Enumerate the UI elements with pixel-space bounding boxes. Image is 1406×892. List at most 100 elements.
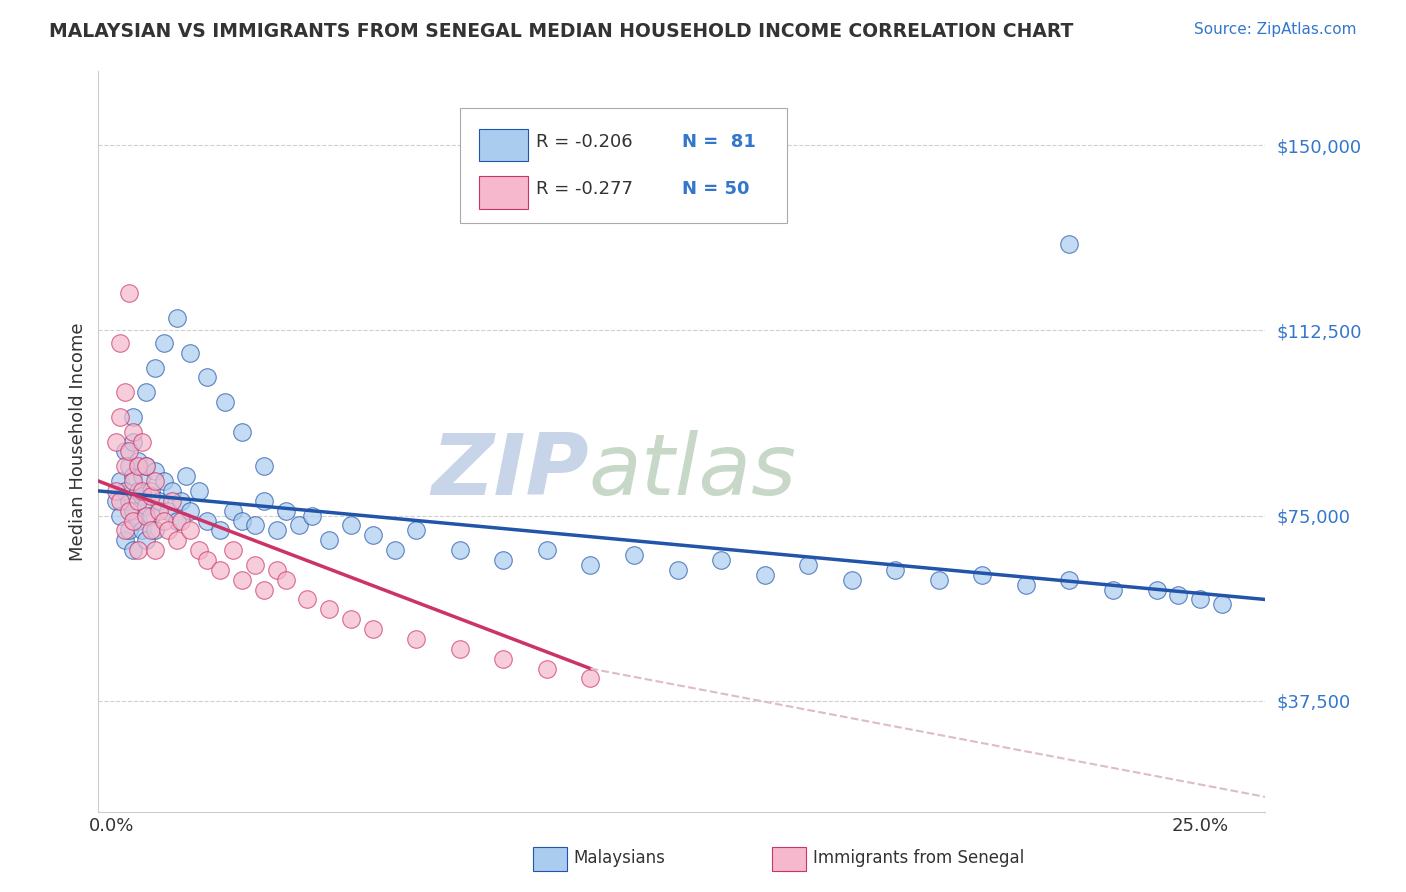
FancyBboxPatch shape [479,176,527,209]
Point [143,464,166,478]
Point [666,563,689,577]
Point [266,524,288,538]
Point [384,543,406,558]
Point [253,493,276,508]
Point [122,434,145,449]
Point [131,489,153,503]
Point [318,602,340,616]
Point [122,503,145,517]
Text: Malaysians: Malaysians [574,849,665,867]
Text: N = 50: N = 50 [682,180,749,198]
Y-axis label: Median Household Income: Median Household Income [69,322,87,561]
Point [127,483,149,498]
Point [108,508,131,523]
Point [297,592,319,607]
Point [266,563,288,577]
Point [187,543,209,558]
Point [166,514,188,528]
Point [170,493,193,508]
Point [222,543,245,558]
Point [222,503,245,517]
Point [361,622,384,636]
Point [166,311,188,326]
Point [122,474,145,488]
Point [152,335,174,350]
Point [274,573,297,587]
Point [122,409,145,424]
Point [841,573,863,587]
Point [162,493,184,508]
Point [108,493,131,508]
Point [1059,237,1081,252]
Point [274,503,297,517]
Point [174,469,197,483]
Point [340,518,363,533]
Point [139,524,162,538]
Point [122,543,145,558]
Point [127,454,149,468]
Point [139,508,162,523]
Text: Source: ZipAtlas.com: Source: ZipAtlas.com [1194,22,1357,37]
Point [114,533,136,548]
Point [118,503,141,517]
Point [131,469,153,483]
Point [135,385,157,400]
Point [143,543,166,558]
Point [118,493,141,508]
Point [114,444,136,458]
Point [131,483,153,498]
Point [1211,598,1233,612]
Point [131,524,153,538]
Point [579,558,602,572]
Point [243,518,266,533]
Point [928,573,950,587]
Point [710,553,733,567]
Point [104,483,127,498]
Point [118,459,141,474]
Point [231,573,253,587]
Text: R = -0.277: R = -0.277 [536,180,633,198]
Point [114,483,136,498]
Point [143,524,166,538]
Point [108,409,131,424]
Point [122,514,145,528]
Point [127,459,149,474]
Point [361,528,384,542]
Text: N =  81: N = 81 [682,133,756,151]
Point [152,514,174,528]
Point [170,514,193,528]
Point [114,385,136,400]
Point [157,503,180,517]
Point [536,662,558,676]
Point [209,563,232,577]
FancyBboxPatch shape [479,128,527,161]
Point [492,553,515,567]
Text: R = -0.206: R = -0.206 [536,133,633,151]
Point [449,641,471,656]
Point [114,524,136,538]
Point [139,489,162,503]
Point [195,514,218,528]
Point [127,543,149,558]
Point [405,524,427,538]
Point [195,370,218,384]
Point [972,567,994,582]
Text: atlas: atlas [589,430,797,513]
Point [108,335,131,350]
Point [152,474,174,488]
Point [143,360,166,375]
Point [135,508,157,523]
Point [127,514,149,528]
Point [122,469,145,483]
Point [143,474,166,488]
Point [1146,582,1168,597]
Text: Immigrants from Senegal: Immigrants from Senegal [813,849,1024,867]
Point [214,395,236,409]
Point [1015,577,1038,591]
Point [1102,582,1125,597]
Point [209,524,232,538]
Point [148,493,170,508]
Point [162,483,184,498]
Text: ZIP: ZIP [430,430,589,513]
Point [108,474,131,488]
